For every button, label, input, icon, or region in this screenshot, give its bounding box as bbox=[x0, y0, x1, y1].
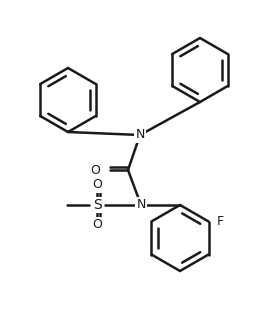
Text: N: N bbox=[136, 198, 146, 211]
Text: F: F bbox=[217, 215, 224, 228]
Text: O: O bbox=[92, 218, 102, 232]
Text: N: N bbox=[135, 128, 145, 142]
Text: S: S bbox=[93, 198, 101, 212]
Text: O: O bbox=[92, 178, 102, 191]
Text: O: O bbox=[90, 163, 100, 176]
